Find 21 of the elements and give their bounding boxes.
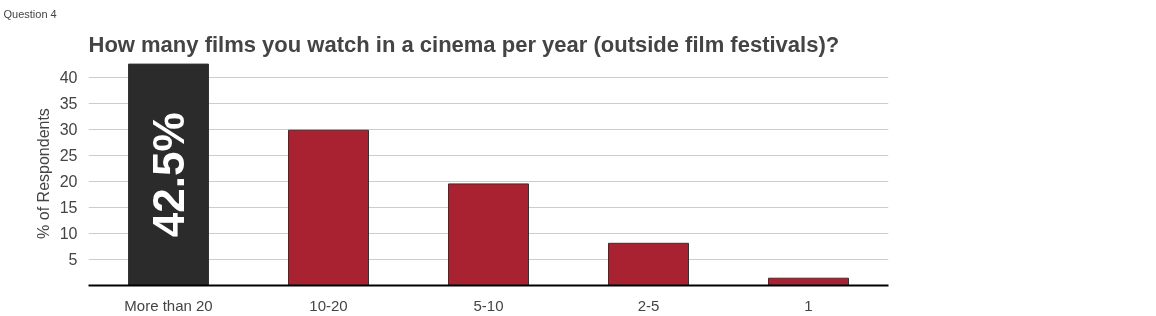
bar: [288, 129, 369, 286]
y-tick-label: 40: [59, 69, 78, 87]
y-tick-label: 20: [59, 173, 78, 191]
y-tick-label: 35: [59, 95, 78, 113]
x-tick-label: 5-10: [473, 296, 504, 314]
bar: [448, 183, 529, 286]
data-label: 42.5%: [144, 112, 193, 238]
bar: [768, 277, 849, 286]
y-tick-label: 5: [68, 251, 78, 269]
y-tick-label: 10: [59, 225, 78, 243]
x-tick-label: More than 20: [124, 296, 213, 314]
y-axis-title: % of Respondents: [34, 108, 52, 239]
chart-title: How many films you watch in a cinema per year (outside film festivals)?: [88, 31, 840, 57]
bar: [608, 242, 689, 286]
x-tick-label: 10-20: [309, 296, 348, 314]
x-tick-label: 2-5: [637, 296, 660, 314]
x-tick-label: 1: [804, 296, 813, 314]
y-tick-label: 25: [59, 147, 78, 165]
text: Question 4: [3, 7, 57, 20]
y-tick-label: 30: [59, 121, 78, 139]
y-tick-label: 15: [59, 199, 78, 217]
